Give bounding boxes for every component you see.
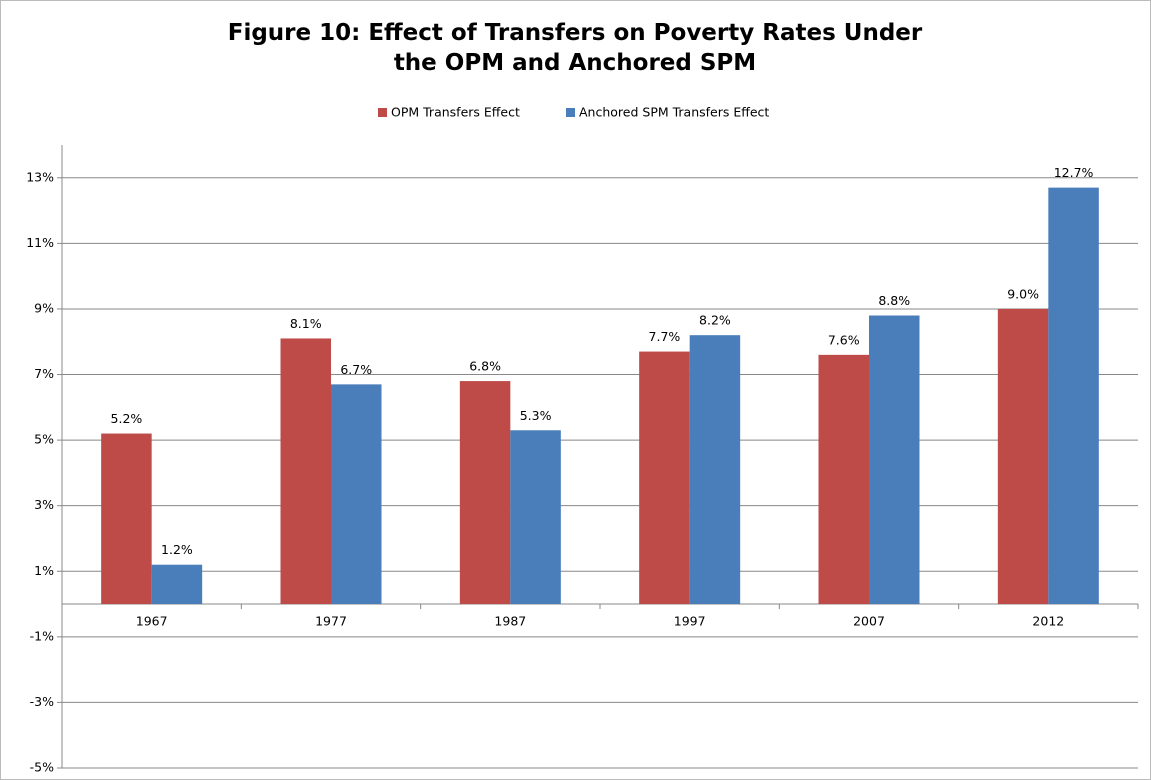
data-label: 5.2%: [111, 411, 143, 426]
data-label: 8.1%: [290, 316, 322, 331]
y-tick-label: -5%: [30, 760, 54, 775]
y-tick-label: 5%: [34, 432, 54, 447]
y-tick-label: 7%: [34, 366, 54, 381]
bar: [997, 308, 1049, 605]
bar: [639, 351, 690, 605]
data-label: 12.7%: [1054, 165, 1094, 180]
y-tick-label: -1%: [30, 628, 54, 643]
bar: [1048, 187, 1099, 605]
bar: [280, 338, 331, 605]
data-label: 6.8%: [469, 359, 501, 374]
x-tick-label: 1997: [674, 614, 706, 629]
data-label: 5.3%: [520, 408, 552, 423]
data-label: 6.7%: [340, 362, 372, 377]
data-label: 9.0%: [1007, 286, 1039, 301]
data-label: 7.7%: [649, 329, 681, 344]
bar: [869, 315, 920, 605]
y-tick-label: 13%: [26, 169, 54, 184]
x-tick-label: 1967: [136, 614, 168, 629]
bar: [510, 430, 561, 605]
bar: [818, 354, 869, 605]
bar: [101, 433, 152, 605]
x-tick-label: 1987: [494, 614, 526, 629]
y-tick-label: 9%: [34, 300, 54, 315]
data-label: 8.8%: [878, 293, 910, 308]
bar: [331, 384, 382, 605]
data-label: 8.2%: [699, 313, 731, 328]
legend-label: OPM Transfers Effect: [391, 105, 520, 120]
data-label: 7.6%: [828, 332, 860, 347]
bar: [459, 381, 511, 605]
y-tick-label: 3%: [34, 497, 54, 512]
legend-swatch: [378, 108, 387, 117]
data-label: 1.2%: [161, 542, 193, 557]
chart-title: Figure 10: Effect of Transfers on Povert…: [227, 20, 923, 76]
x-tick-label: 2007: [853, 614, 885, 629]
y-tick-label: 11%: [26, 235, 54, 250]
legend-swatch: [566, 108, 575, 117]
legend-label: Anchored SPM Transfers Effect: [579, 105, 769, 120]
x-tick-label: 2012: [1032, 614, 1064, 629]
bar: [689, 335, 741, 605]
x-tick-label: 1977: [315, 614, 347, 629]
y-tick-label: -3%: [30, 694, 54, 709]
bar: [151, 564, 203, 605]
y-tick-label: 1%: [34, 563, 54, 578]
